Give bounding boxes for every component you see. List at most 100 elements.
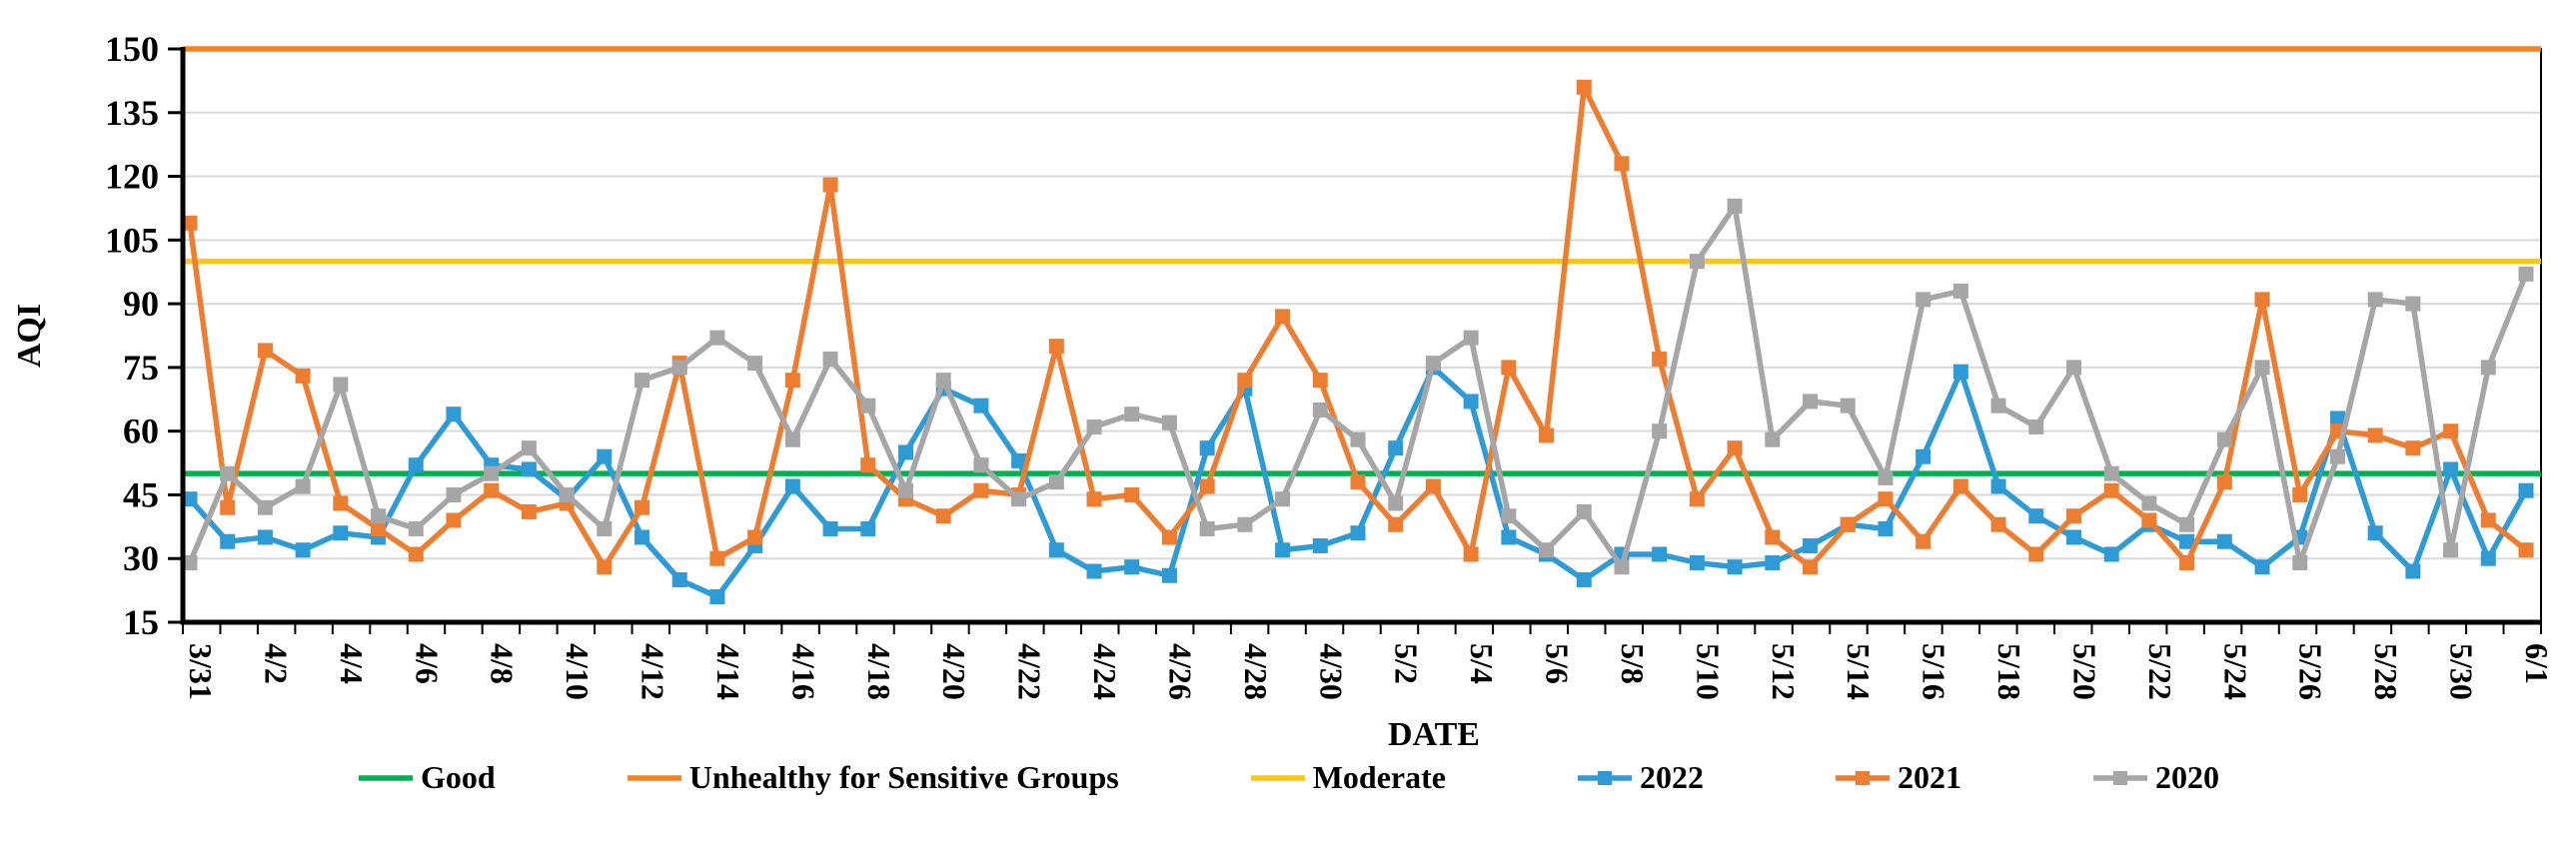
data-point-2021 bbox=[295, 368, 311, 384]
data-point-2021 bbox=[371, 520, 387, 536]
data-point-2022 bbox=[1388, 440, 1404, 456]
data-point-2021 bbox=[2292, 486, 2308, 502]
data-point-2021 bbox=[860, 457, 876, 473]
data-point-2021 bbox=[973, 482, 989, 498]
data-point-2021 bbox=[257, 343, 273, 359]
data-point-2020 bbox=[1803, 394, 1819, 410]
data-point-2021 bbox=[446, 512, 462, 528]
data-point-2020 bbox=[1463, 330, 1479, 346]
x-tick-label: 4/12 bbox=[636, 643, 671, 700]
data-point-2022 bbox=[973, 398, 989, 414]
data-point-2022 bbox=[446, 407, 462, 423]
y-tick-label: 60 bbox=[123, 412, 159, 451]
data-point-2020 bbox=[1199, 520, 1215, 536]
data-point-2021 bbox=[1539, 427, 1555, 443]
data-point-2022 bbox=[2329, 411, 2345, 426]
legend-item-2021: 2021 bbox=[1834, 759, 1961, 796]
data-point-2021 bbox=[484, 482, 500, 498]
data-point-2020 bbox=[1312, 402, 1328, 418]
data-point-2020 bbox=[446, 486, 462, 502]
data-point-2021 bbox=[2254, 292, 2270, 308]
data-point-2022 bbox=[1576, 571, 1592, 587]
data-point-2020 bbox=[1501, 508, 1517, 524]
x-tick-label: 5/2 bbox=[1389, 643, 1425, 684]
data-point-2020 bbox=[1237, 516, 1253, 532]
data-point-2022 bbox=[671, 571, 687, 587]
data-point-2022 bbox=[2028, 508, 2044, 524]
data-point-2021 bbox=[1237, 373, 1253, 389]
data-point-2020 bbox=[935, 373, 951, 389]
data-point-2020 bbox=[1614, 559, 1630, 575]
data-point-2021 bbox=[1161, 529, 1177, 545]
data-point-2022 bbox=[2405, 563, 2421, 579]
x-tick-label: 5/10 bbox=[1690, 643, 1726, 700]
data-point-2022 bbox=[2216, 533, 2232, 549]
data-point-2021 bbox=[1765, 529, 1781, 545]
x-tick-label: 5/20 bbox=[2066, 643, 2102, 700]
data-point-2020 bbox=[2216, 431, 2232, 447]
data-point-2022 bbox=[784, 478, 800, 494]
data-point-2020 bbox=[635, 373, 650, 389]
y-tick-label: 45 bbox=[123, 474, 159, 514]
data-point-2020 bbox=[2329, 448, 2345, 464]
x-tick-label: 5/4 bbox=[1464, 643, 1500, 684]
data-point-2021 bbox=[1689, 491, 1705, 507]
data-point-2021 bbox=[2179, 554, 2195, 570]
data-point-2021 bbox=[1652, 351, 1668, 367]
data-point-2020 bbox=[1652, 423, 1668, 439]
data-point-2022 bbox=[1350, 525, 1366, 541]
data-point-2020 bbox=[1425, 356, 1441, 372]
data-point-2021 bbox=[1952, 478, 1968, 494]
data-point-2021 bbox=[1388, 516, 1404, 532]
data-point-2020 bbox=[1388, 495, 1404, 511]
legend-item-good: Good bbox=[357, 759, 496, 796]
legend-line-marker-swatch bbox=[1577, 770, 1632, 785]
data-point-2020 bbox=[371, 508, 387, 524]
data-point-2021 bbox=[2028, 546, 2044, 562]
data-point-2021 bbox=[1501, 360, 1517, 376]
data-point-2022 bbox=[1048, 542, 1064, 558]
data-point-2021 bbox=[2405, 440, 2421, 456]
data-point-2021 bbox=[2141, 512, 2157, 528]
data-point-2022 bbox=[1952, 364, 1968, 380]
data-point-2021 bbox=[635, 499, 650, 515]
data-point-2020 bbox=[1048, 474, 1064, 490]
data-point-2022 bbox=[182, 491, 198, 507]
data-point-2021 bbox=[1086, 491, 1102, 507]
data-point-2020 bbox=[2141, 495, 2157, 511]
data-point-2021 bbox=[2518, 542, 2534, 558]
data-point-2022 bbox=[1275, 542, 1291, 558]
data-point-2021 bbox=[1275, 309, 1291, 325]
x-tick-label: 4/18 bbox=[861, 643, 897, 700]
data-point-2020 bbox=[2254, 360, 2270, 376]
data-point-2022 bbox=[2065, 529, 2081, 545]
data-point-2022 bbox=[2254, 559, 2270, 575]
data-point-2020 bbox=[1161, 415, 1177, 430]
data-point-2020 bbox=[182, 554, 198, 570]
data-point-2020 bbox=[1952, 283, 1968, 299]
x-tick-label: 4/14 bbox=[710, 643, 746, 700]
data-point-2022 bbox=[1990, 478, 2006, 494]
data-point-2022 bbox=[1803, 537, 1819, 553]
legend-label: 2022 bbox=[1639, 759, 1704, 795]
x-tick-label: 4/20 bbox=[936, 643, 972, 700]
legend-label: 2021 bbox=[1897, 759, 1961, 795]
data-point-2022 bbox=[1199, 440, 1215, 456]
y-tick-label: 120 bbox=[105, 157, 159, 197]
data-point-2022 bbox=[408, 457, 424, 473]
legend-line-marker-swatch bbox=[2092, 770, 2147, 785]
data-point-2021 bbox=[822, 177, 838, 193]
data-point-2021 bbox=[1576, 79, 1592, 95]
data-point-2021 bbox=[1803, 559, 1819, 575]
x-tick-label: 4/10 bbox=[560, 643, 596, 700]
data-point-2021 bbox=[747, 529, 763, 545]
data-point-2022 bbox=[1765, 554, 1781, 570]
data-point-2020 bbox=[1727, 198, 1743, 214]
data-point-2020 bbox=[521, 440, 537, 456]
data-point-2021 bbox=[1916, 533, 1932, 549]
legend-line-swatch bbox=[627, 774, 681, 781]
data-point-2021 bbox=[1350, 474, 1366, 490]
data-point-2022 bbox=[1916, 448, 1932, 464]
